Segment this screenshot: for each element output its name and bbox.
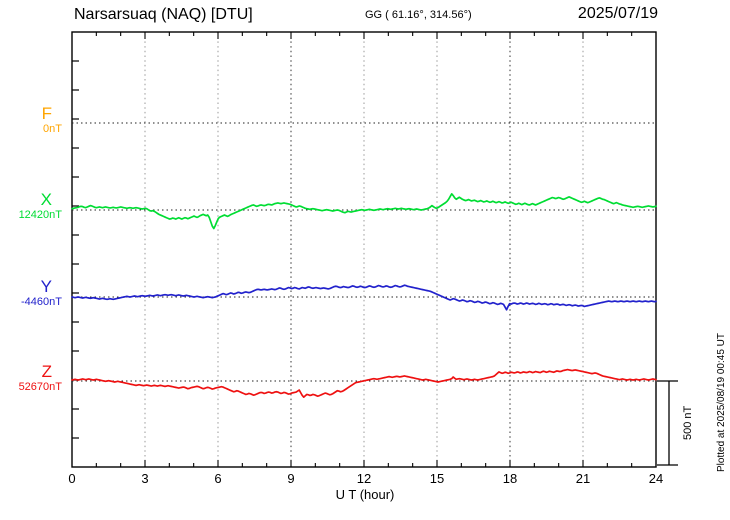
trace-x [71,193,657,230]
x-axis-label: U T (hour) [335,487,395,502]
x-tick-label: 21 [575,471,591,486]
component-letter-y: Y [40,277,52,296]
x-tick-label: 15 [429,471,445,486]
trace-layer [71,193,657,398]
plot-grid [144,32,584,467]
x-tick-label: 6 [214,471,222,486]
x-tick-label: 9 [287,471,295,486]
x-tick-label: 12 [356,471,372,486]
scale-bar [657,380,678,466]
observation-date: 2025/07/19 [577,5,658,22]
component-label-z: Z 52670nT [0,362,66,394]
component-baseline-y: -4460nT [21,296,62,308]
scale-bar-label: 500 nT [682,405,694,440]
trace-z [71,368,657,398]
x-tick-label: 0 [68,471,76,486]
x-tick-label: 24 [648,471,664,486]
x-tick-label: 3 [141,471,149,486]
plot-frame [71,31,657,468]
trace-y [71,284,657,311]
plotted-timestamp: Plotted at 2025/08/19 00:45 UT [716,333,727,472]
component-baseline-x: 12420nT [18,209,62,221]
component-baseline-z: 52670nT [18,381,62,393]
baseline-layer [72,122,656,382]
component-label-f: F 0nT [0,104,66,136]
component-letter-z: Z [41,362,52,381]
station-title: Narsarsuaq (NAQ) [DTU] [74,6,253,23]
geographic-coordinates: GG ( 61.16°, 314.56°) [365,9,472,21]
component-label-x: X 12420nT [0,190,66,222]
component-label-y: Y -4460nT [0,277,66,309]
x-tick-label: 18 [502,471,518,486]
component-letter-f: F [41,104,52,123]
component-letter-x: X [40,190,52,209]
component-baseline-f: 0nT [43,123,62,135]
